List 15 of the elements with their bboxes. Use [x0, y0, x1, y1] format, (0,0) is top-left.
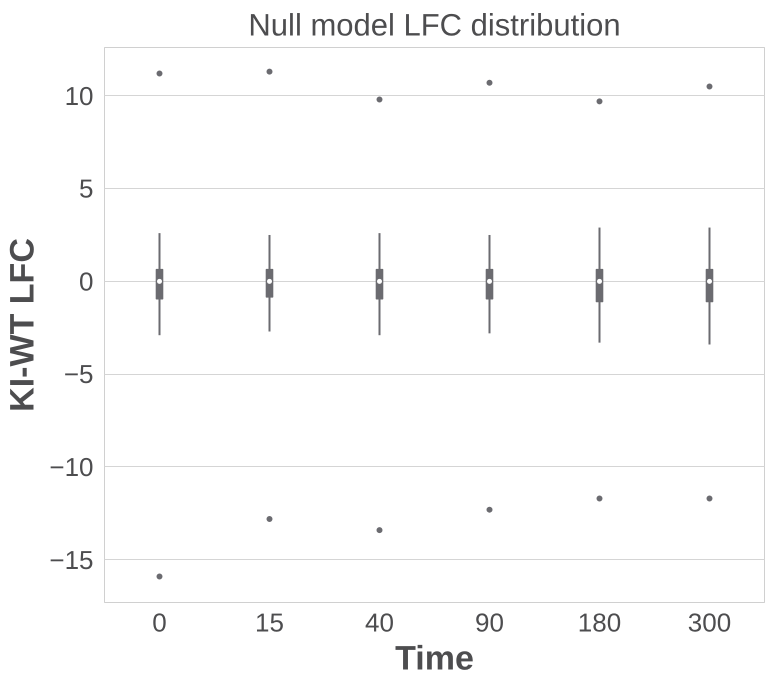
x-axis-title: Time — [395, 640, 474, 678]
y-tick-label: −5 — [64, 359, 94, 390]
x-tick-label: 90 — [475, 608, 504, 638]
x-tick-label: 40 — [365, 608, 394, 638]
y-tick-label: −15 — [49, 544, 94, 575]
x-tick-label: 300 — [688, 608, 732, 638]
y-tick-label: −10 — [49, 452, 94, 482]
chart-title: Null model LFC distribution — [248, 8, 621, 42]
x-tick-label: 15 — [255, 608, 284, 638]
x-tick-label: 0 — [152, 608, 167, 638]
y-tick-label: 5 — [79, 174, 94, 204]
y-axis-title: KI-WT LFC — [3, 238, 42, 412]
y-tick-label: 0 — [79, 266, 94, 296]
x-tick-label: 180 — [578, 608, 622, 638]
y-tick-label: 10 — [64, 80, 94, 111]
